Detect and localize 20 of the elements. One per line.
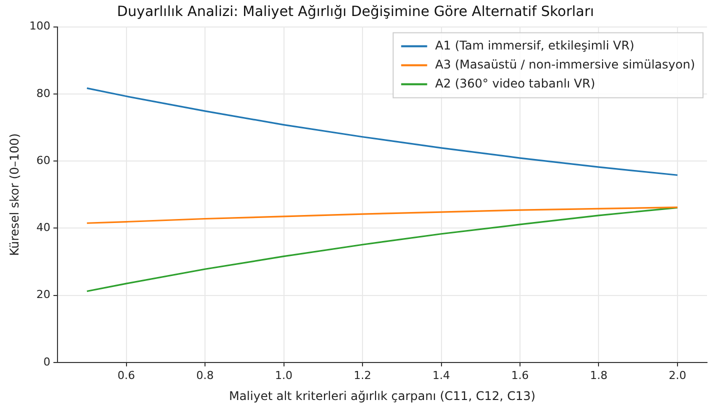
x-tick-label: 0.6 [118,368,136,382]
x-tick-label: 2.0 [668,368,686,382]
legend-label: A2 (360° video tabanlı VR) [435,76,596,90]
x-tick-label: 1.4 [432,368,450,382]
y-tick-label: 40 [36,221,50,234]
chart-title: Duyarlılık Analizi: Maliyet Ağırlığı Değişimine Göre Alternatif Skorları [117,4,594,20]
x-tick-label: 1.8 [590,368,608,382]
y-tick-label: 100 [29,20,50,33]
x-axis-title: Maliyet alt kriterleri ağırlık çarpanı (C11, C12, C13) [228,388,536,403]
y-tick-label: 0 [43,355,50,368]
y-tick-label: 20 [36,288,50,302]
x-tick-label: 1.0 [275,368,293,382]
y-tick-label: 60 [36,154,50,167]
legend-label: A3 (Masaüstü / non-immersive simülasyon) [435,57,696,72]
x-tick-label: 1.2 [354,368,372,382]
y-tick-label: 80 [36,86,50,100]
x-tick-label: 1.6 [511,368,529,382]
x-tick-label: 0.8 [196,368,214,382]
y-axis-title: Küresel skor (0–100) [7,133,22,256]
legend-label: A1 (Tam immersif, etkileşimli VR) [435,38,634,52]
